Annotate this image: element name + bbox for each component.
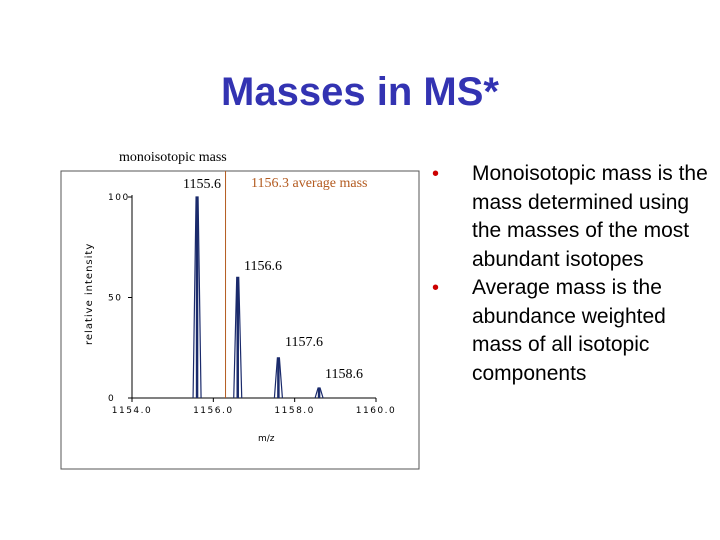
x-axis-label: m/z [258, 434, 275, 444]
peak-label: 1155.6 [183, 177, 221, 192]
x-tick-label: 1154.0 [112, 406, 153, 416]
y-tick-label: 100 [108, 193, 130, 203]
axis-ticks: 1154.0 1156.0 1158.0 1160.0 0 50 100 [108, 193, 397, 416]
bullet-item-monoisotopic: • Monoisotopic mass is the mass determine… [432, 160, 712, 274]
chart-frame [60, 170, 420, 470]
bullet-text: Monoisotopic mass is the mass determined… [472, 162, 708, 271]
y-tick-label: 50 [108, 294, 122, 304]
monoisotopic-label: monoisotopic mass [119, 150, 227, 165]
peak-label: 1156.6 [244, 259, 282, 274]
bullet-marker-icon: • [432, 163, 440, 185]
bullet-item-average: • Average mass is the abundance weighted … [432, 274, 712, 388]
average-mass-label: 1156.3 average mass [251, 176, 368, 191]
bullet-list: • Monoisotopic mass is the mass determine… [432, 160, 712, 388]
bullet-marker-icon: • [432, 277, 440, 299]
peak-series: 1155.6 1156.6 1157.6 1158.6 [183, 177, 363, 399]
x-tick-label: 1158.0 [274, 406, 315, 416]
bullet-text: Average mass is the abundance weighted m… [472, 276, 666, 385]
peak-label: 1158.6 [325, 367, 363, 382]
x-tick-label: 1160.0 [356, 406, 397, 416]
y-axis-label: relative intensity [84, 243, 95, 345]
chart-annotations: monoisotopic mass 1156.3 average mass m/… [84, 150, 368, 444]
peak-label: 1157.6 [285, 335, 323, 350]
y-tick-label: 0 [108, 394, 115, 404]
x-tick-label: 1156.0 [193, 406, 234, 416]
slide-title: Masses in MS* [221, 70, 499, 114]
